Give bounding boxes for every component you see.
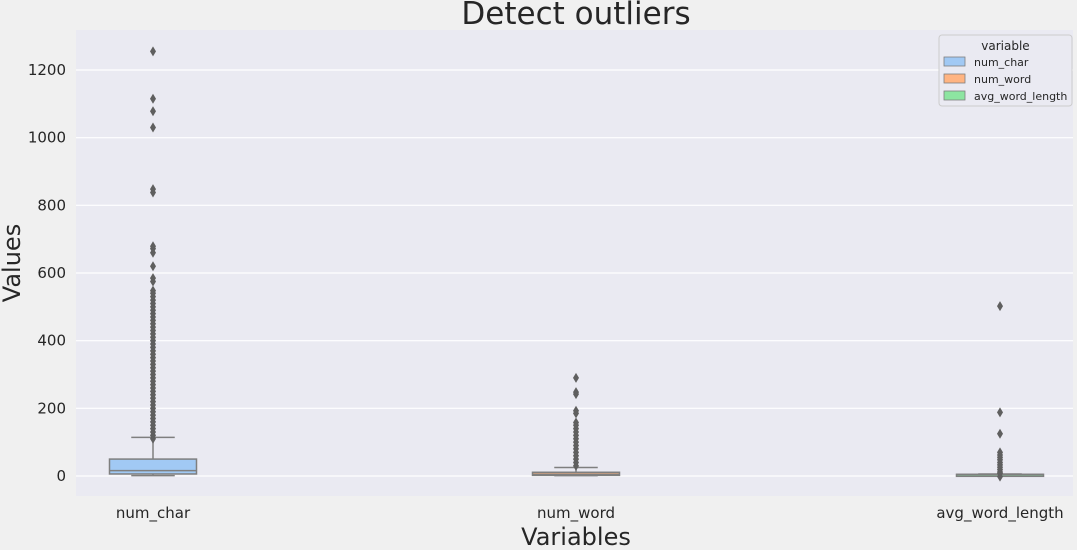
iqr-box	[108, 458, 198, 475]
outlier-point	[150, 247, 156, 258]
outlier-point	[573, 408, 579, 419]
outlier-point	[150, 122, 156, 133]
outlier-point	[150, 46, 156, 57]
legend-swatch-avg_word_length	[943, 90, 966, 101]
y-axis-title: Values	[0, 224, 26, 302]
outlier-point	[997, 301, 1003, 312]
legend-label: num_word	[974, 73, 1031, 86]
outlier-point	[997, 471, 1003, 482]
legend: variable num_char num_word avg_word_length	[938, 34, 1073, 107]
legend-label: avg_word_length	[974, 90, 1067, 103]
y-tick-label: 0	[56, 467, 66, 485]
y-tick-label: 200	[37, 399, 66, 417]
outlier-point	[150, 433, 156, 444]
legend-swatch-num_word	[943, 73, 966, 84]
x-axis-title: Variables	[521, 523, 631, 550]
x-category-label: num_char	[116, 504, 191, 523]
outlier-point	[573, 372, 579, 383]
y-tick-label: 400	[37, 332, 66, 350]
chart-title: Detect outliers	[461, 0, 690, 32]
box-layer	[108, 46, 1045, 482]
outlier-point	[997, 428, 1003, 439]
box-avg_word_length	[955, 301, 1045, 482]
legend-label: num_char	[974, 56, 1029, 69]
legend-items: num_char num_word avg_word_length	[943, 56, 1067, 103]
y-tick-label: 600	[37, 264, 66, 282]
x-category-label: num_word	[537, 504, 615, 523]
outlier-point	[150, 93, 156, 104]
grid-layer	[76, 69, 1073, 477]
box-num_word	[531, 372, 621, 477]
legend-title: variable	[981, 39, 1029, 53]
outlier-point	[150, 261, 156, 272]
outlier-point	[150, 187, 156, 198]
outlier-point	[997, 407, 1003, 418]
outlier-point	[150, 106, 156, 117]
legend-frame	[938, 34, 1073, 107]
y-tick-label: 1000	[28, 129, 66, 147]
legend-swatch-num_char	[943, 56, 966, 67]
box-num_char	[108, 46, 198, 477]
y-tick-label: 800	[37, 196, 66, 214]
x-category-label: avg_word_length	[936, 504, 1063, 523]
y-tick-label: 1200	[28, 61, 66, 79]
outlier-point	[573, 389, 579, 400]
x-category-labels: num_char num_word avg_word_length	[116, 504, 1064, 523]
outlier-point	[573, 460, 579, 471]
plot-area	[76, 30, 1073, 496]
y-tick-labels: 0 200 400 600 800 1000 1200	[28, 61, 66, 485]
outlier-point	[150, 276, 156, 287]
